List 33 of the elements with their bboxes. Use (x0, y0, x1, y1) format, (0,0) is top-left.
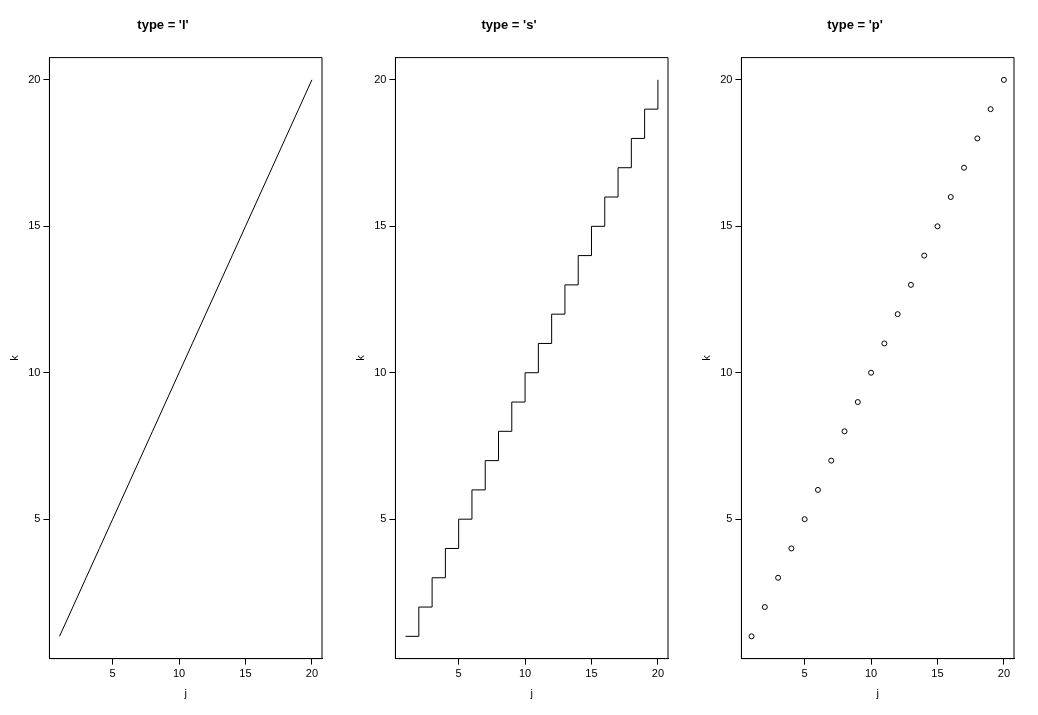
x-tick-label: 5 (455, 667, 462, 680)
y-axis-title: k (7, 354, 20, 361)
chart-title: type = 'p' (827, 17, 883, 33)
y-tick-label: 15 (374, 219, 387, 232)
x-axis-title: j (183, 687, 187, 700)
y-axis-title: k (353, 354, 366, 361)
chart-title: type = 'l' (137, 17, 189, 33)
x-axis-title: j (529, 687, 533, 700)
y-tick-label: 10 (374, 365, 387, 378)
x-tick-label: 20 (997, 667, 1011, 680)
x-tick-label: 10 (518, 667, 532, 680)
y-tick-label: 5 (380, 512, 387, 525)
y-tick-label: 15 (28, 219, 41, 232)
y-axis-title: k (699, 354, 712, 361)
y-tick-label: 20 (28, 72, 41, 85)
y-tick-label: 5 (34, 512, 41, 525)
x-tick-label: 15 (585, 667, 598, 680)
x-tick-label: 20 (651, 667, 665, 680)
x-axis-title: j (875, 687, 879, 700)
x-tick-label: 20 (305, 667, 319, 680)
y-tick-label: 20 (374, 72, 387, 85)
y-tick-label: 15 (720, 219, 733, 232)
x-tick-label: 10 (864, 667, 878, 680)
x-tick-label: 15 (931, 667, 944, 680)
y-tick-label: 20 (720, 72, 733, 85)
y-tick-label: 10 (720, 365, 733, 378)
x-tick-label: 5 (109, 667, 116, 680)
y-tick-label: 10 (28, 365, 41, 378)
x-tick-label: 15 (239, 667, 252, 680)
x-tick-label: 5 (801, 667, 808, 680)
x-tick-label: 10 (172, 667, 186, 680)
y-tick-label: 5 (726, 512, 733, 525)
chart-title: type = 's' (481, 17, 537, 33)
